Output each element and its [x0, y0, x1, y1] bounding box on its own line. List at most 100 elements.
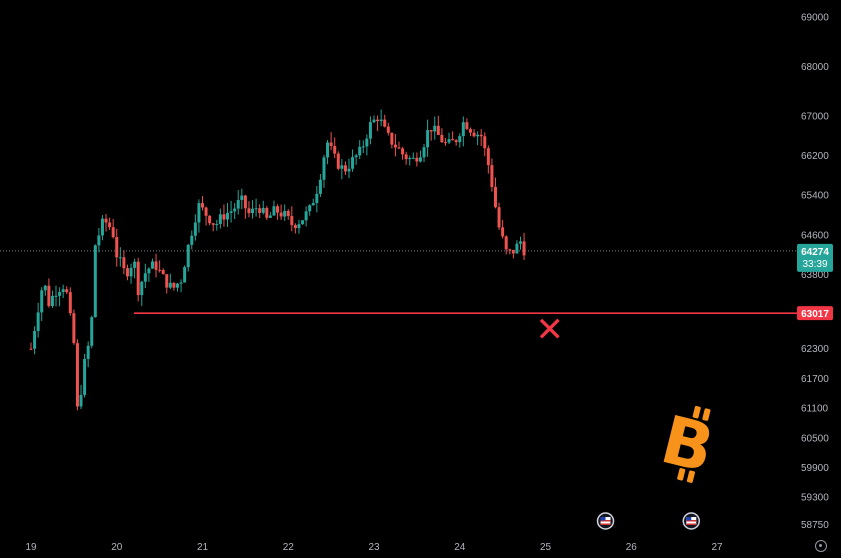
x-tick-label: 26	[626, 542, 638, 553]
candle-body	[501, 227, 505, 237]
svg-text:B: B	[654, 401, 721, 488]
candle-body	[122, 257, 126, 269]
candle-body	[179, 282, 183, 284]
candle-body	[508, 249, 512, 251]
candle-body	[322, 157, 326, 180]
y-tick-label: 59900	[801, 463, 829, 474]
candle-body	[408, 158, 412, 160]
candle-body	[418, 157, 422, 162]
candle-body	[343, 165, 347, 172]
candle-body	[154, 261, 158, 270]
candle-body	[368, 122, 372, 139]
x-tick-label: 19	[25, 542, 37, 553]
candle-body	[468, 129, 472, 133]
candle-body	[165, 274, 169, 288]
candle-body	[472, 132, 476, 137]
support-price-value: 63017	[801, 309, 829, 320]
candle-body	[286, 210, 290, 217]
candle-body	[361, 146, 365, 148]
y-tick-label: 60500	[801, 433, 829, 444]
candle-body	[226, 212, 230, 220]
candle-body	[272, 206, 276, 216]
x-axis: 19 20 21 22 23 24 25 26 27	[25, 542, 723, 553]
y-tick-label: 61700	[801, 374, 829, 385]
candle-body	[511, 249, 515, 254]
candle-body	[301, 220, 305, 225]
candle-body	[247, 208, 251, 214]
candle-body	[376, 119, 380, 122]
candle-body	[279, 212, 283, 217]
candle-body	[190, 235, 194, 245]
candle-body	[465, 122, 469, 130]
candle-body	[436, 125, 440, 135]
candle-body	[329, 142, 333, 147]
candle-body	[129, 267, 133, 277]
candle-body	[451, 139, 455, 141]
candle-body	[150, 261, 154, 269]
candle-body	[504, 236, 508, 250]
candle-body	[93, 245, 97, 318]
candle-body	[229, 211, 233, 213]
candle-body	[415, 157, 419, 162]
candle-body	[183, 267, 187, 283]
candle-body	[211, 223, 215, 225]
candle-body	[236, 200, 240, 209]
gear-icon[interactable]	[815, 540, 827, 552]
y-tick-label: 63800	[801, 270, 829, 281]
candle-body	[208, 215, 212, 224]
us-flag-icon[interactable]	[596, 512, 615, 530]
candle-body	[136, 261, 140, 296]
candle-body	[522, 241, 526, 256]
candle-body	[483, 136, 487, 149]
candle-body	[293, 225, 297, 229]
candle-body	[115, 237, 119, 258]
candle-body	[318, 179, 322, 194]
current-price-tag: 64274 33:39	[797, 243, 833, 272]
candle-body	[479, 134, 483, 137]
candle-body	[372, 119, 376, 123]
us-flag-icon[interactable]	[682, 512, 701, 530]
x-tick-label: 21	[197, 542, 209, 553]
candle-body	[201, 203, 204, 208]
y-tick-label: 61100	[801, 404, 829, 415]
candle-body	[490, 165, 494, 187]
candle-body	[111, 227, 115, 238]
candle-body	[358, 146, 362, 156]
candle-body	[440, 134, 444, 143]
candle-body	[429, 130, 433, 132]
candle-body	[168, 282, 172, 288]
x-tick-label: 23	[368, 542, 380, 553]
candle-body	[290, 216, 294, 226]
candle-body	[443, 142, 447, 144]
x-tick-label: 25	[540, 542, 552, 553]
candle-body	[422, 147, 426, 158]
candle-body	[383, 119, 387, 127]
x-tick-label: 27	[711, 542, 723, 553]
candle-body	[393, 144, 397, 148]
candle-body	[172, 282, 176, 288]
candle-body	[204, 207, 208, 216]
candle-body	[33, 331, 37, 349]
candle-body	[43, 285, 47, 291]
candle-body	[397, 147, 401, 149]
y-tick-label: 69000	[801, 13, 829, 24]
candle-body	[100, 218, 104, 236]
y-tick-label: 59300	[801, 493, 829, 504]
candle-body	[251, 208, 255, 214]
x-tick-label: 22	[283, 542, 295, 553]
candle-body	[75, 343, 79, 407]
candle-body	[379, 119, 383, 122]
candle-body	[518, 241, 522, 244]
candle-body	[351, 157, 355, 169]
candle-body	[243, 195, 247, 209]
event-flags[interactable]	[596, 512, 701, 530]
candle-body	[233, 208, 237, 212]
candle-body	[147, 268, 151, 274]
candle-body	[86, 345, 90, 359]
candle-body	[426, 130, 430, 148]
candle-body	[304, 211, 308, 221]
y-tick-label: 65400	[801, 191, 829, 202]
candle-body	[386, 126, 390, 133]
cross-mark: ✕	[536, 310, 565, 350]
